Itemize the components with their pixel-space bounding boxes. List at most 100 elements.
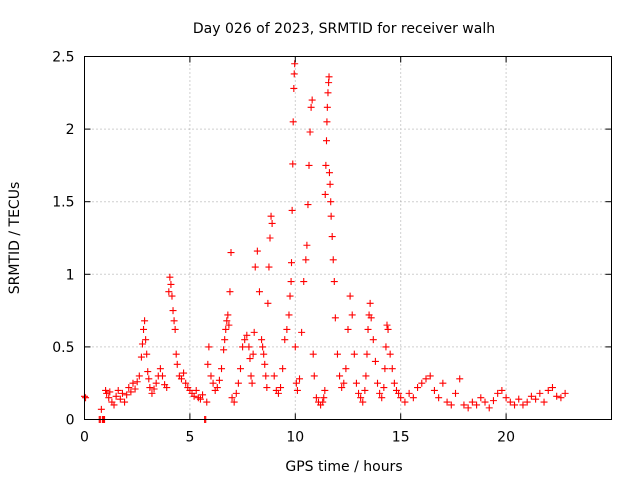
data-point <box>236 365 244 373</box>
data-point <box>263 384 271 392</box>
data-point <box>363 350 371 358</box>
data-point <box>265 263 273 271</box>
data-point <box>405 389 413 397</box>
data-point <box>110 401 118 409</box>
data-point <box>245 343 253 351</box>
data-point <box>292 379 300 387</box>
data-point <box>148 389 156 397</box>
data-point <box>321 190 329 198</box>
data-point <box>158 372 166 380</box>
data-point <box>141 317 149 325</box>
data-point <box>473 401 481 409</box>
y-axis-label: SRMTID / TECUs <box>7 182 23 295</box>
data-point <box>121 398 129 406</box>
data-point <box>163 384 171 392</box>
data-point <box>380 384 388 392</box>
data-point <box>171 325 179 333</box>
data-point <box>342 365 350 373</box>
data-point <box>320 394 328 402</box>
data-point <box>129 379 137 387</box>
data-point <box>247 372 255 380</box>
data-point <box>146 384 154 392</box>
data-point <box>172 350 180 358</box>
data-point <box>289 118 297 126</box>
data-point <box>266 234 274 242</box>
data-point <box>548 384 556 392</box>
data-point <box>382 343 390 351</box>
data-point <box>224 311 232 319</box>
data-point <box>291 60 299 68</box>
data-point <box>250 328 258 336</box>
data-point <box>196 395 204 403</box>
data-point <box>243 331 251 339</box>
data-point <box>222 325 230 333</box>
data-point <box>150 385 158 393</box>
y-tick-label: 0.5 <box>52 340 74 356</box>
data-point <box>144 368 152 376</box>
data-point <box>367 314 375 322</box>
plot-frame <box>84 56 612 420</box>
data-point <box>329 256 337 264</box>
data-point <box>261 360 269 368</box>
data-point <box>325 169 333 177</box>
data-point <box>310 372 318 380</box>
data-point <box>203 398 211 406</box>
data-point <box>142 336 150 344</box>
data-point <box>426 372 434 380</box>
data-point <box>205 343 213 351</box>
data-point <box>253 247 261 255</box>
data-point <box>381 365 389 373</box>
data-point <box>456 375 464 383</box>
data-point <box>281 336 289 344</box>
data-point <box>106 388 114 396</box>
data-point <box>143 350 151 358</box>
data-point <box>248 379 256 387</box>
data-point <box>430 386 438 394</box>
x-tick-label: 10 <box>286 430 304 446</box>
data-point <box>401 398 409 406</box>
data-point <box>366 299 374 307</box>
y-tick-label: 1 <box>66 267 75 283</box>
data-point <box>369 336 377 344</box>
data-point <box>223 317 231 325</box>
data-point <box>304 201 312 209</box>
data-point <box>133 378 141 386</box>
data-point <box>357 394 365 402</box>
data-point <box>230 398 238 406</box>
data-point <box>327 212 335 220</box>
data-point <box>452 389 460 397</box>
data-point <box>532 395 540 403</box>
x-tick-labels: 0 5 10 15 20 <box>80 430 515 446</box>
data-point <box>344 325 352 333</box>
data-point <box>481 398 489 406</box>
data-point <box>418 379 426 387</box>
data-point <box>447 401 455 409</box>
data-point <box>125 384 133 392</box>
data-point <box>241 336 249 344</box>
y-tick-label: 0 <box>66 413 75 429</box>
data-point <box>249 350 257 358</box>
data-point <box>494 389 502 397</box>
data-point <box>536 389 544 397</box>
data-point <box>544 386 552 394</box>
data-point <box>103 389 111 397</box>
data-point <box>409 394 417 402</box>
data-point <box>397 394 405 402</box>
data-point <box>270 372 278 380</box>
y-tick-labels: 0 0.5 1 1.5 2 2.5 <box>52 50 74 429</box>
data-point <box>226 288 234 296</box>
data-point <box>127 388 135 396</box>
data-point <box>131 385 139 393</box>
chart-title: Day 026 of 2023, SRMTID for receiver wal… <box>193 21 495 37</box>
data-point <box>395 389 403 397</box>
x-tick-label: 5 <box>185 430 194 446</box>
data-point <box>135 372 143 380</box>
data-point <box>348 311 356 319</box>
data-point <box>296 375 304 383</box>
data-point <box>515 395 523 403</box>
data-point <box>190 392 198 400</box>
data-point <box>477 394 485 402</box>
data-point <box>386 350 394 358</box>
data-point <box>291 343 299 351</box>
